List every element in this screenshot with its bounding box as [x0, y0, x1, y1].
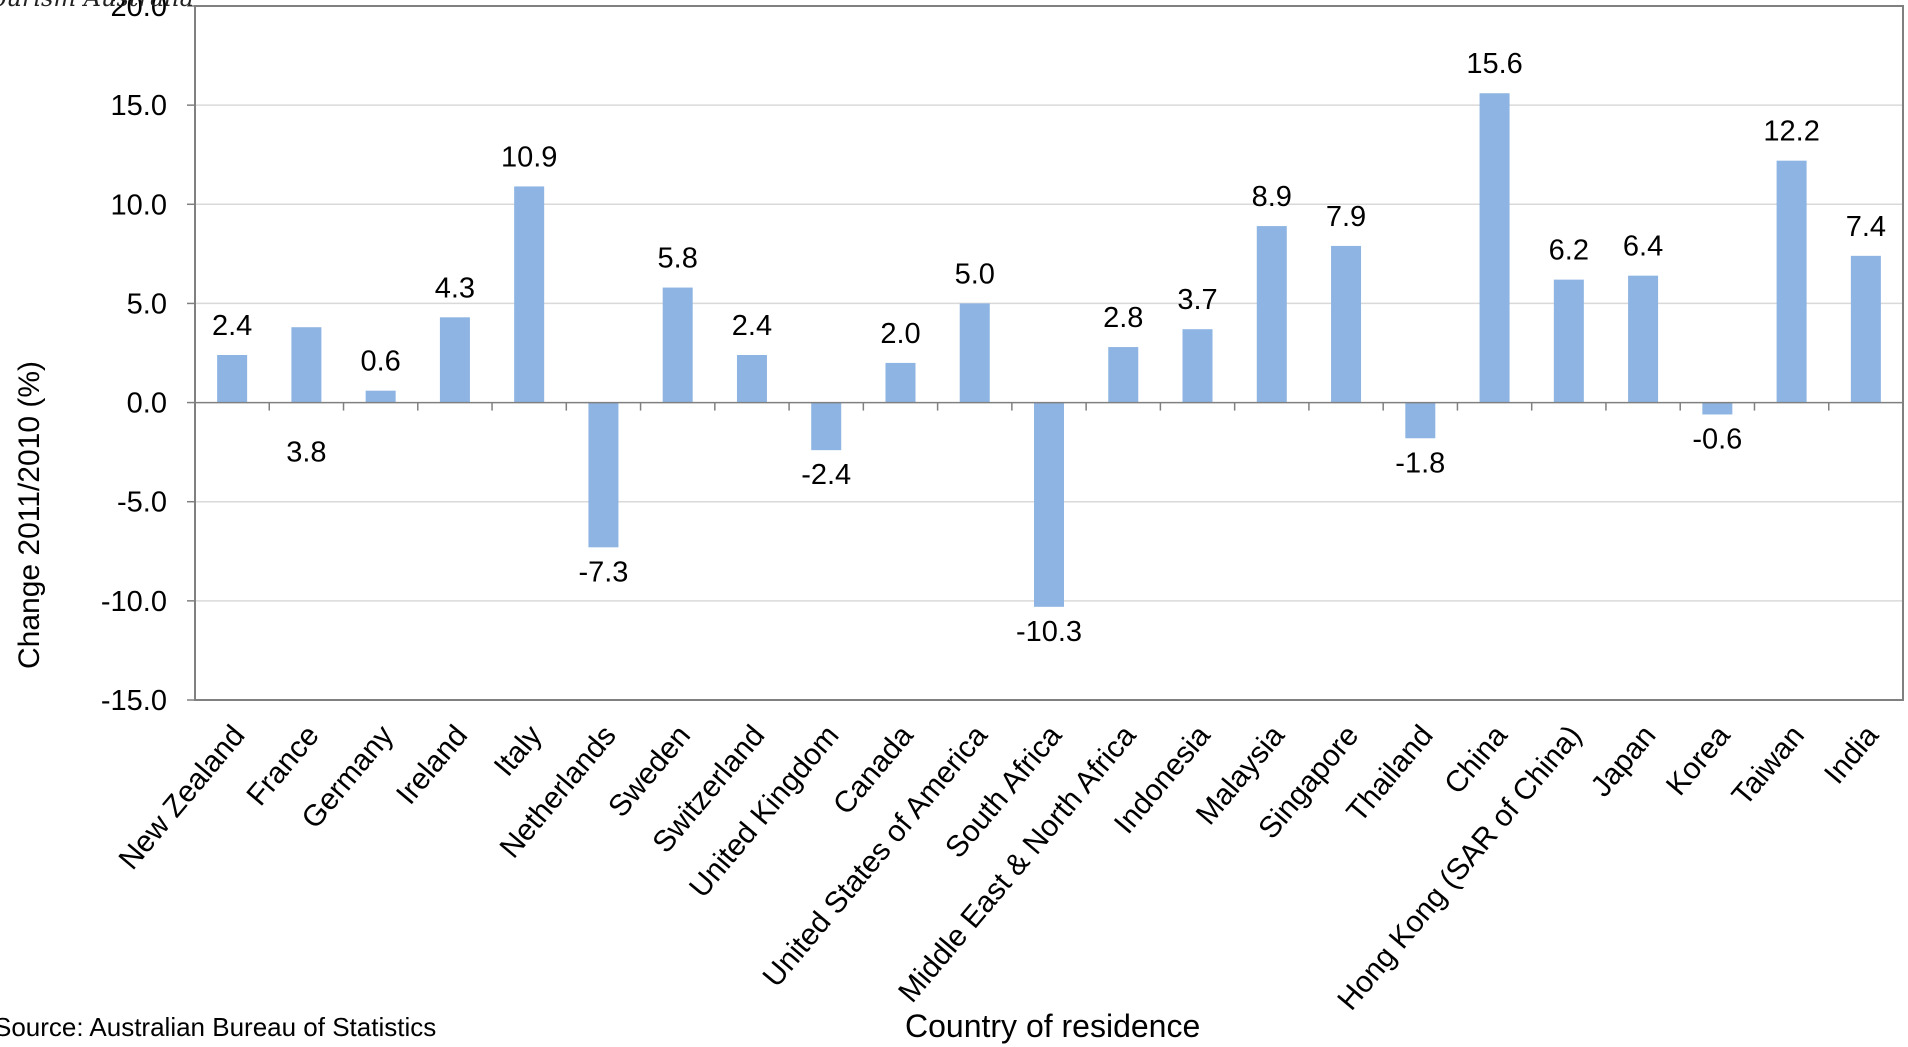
- bar: [1331, 245, 1362, 403]
- data-label: -7.3: [578, 556, 628, 588]
- bar: [959, 303, 990, 403]
- data-label: -10.3: [1016, 616, 1082, 648]
- data-label: 4.3: [435, 272, 475, 304]
- bar: [439, 317, 470, 403]
- data-label: -1.8: [1395, 447, 1445, 479]
- bar: [1479, 93, 1510, 403]
- y-tick-label: -15.0: [101, 685, 167, 717]
- bar: [1405, 402, 1436, 439]
- x-category-label: Ireland: [390, 719, 474, 810]
- bar: [1776, 160, 1807, 403]
- bar: [662, 287, 693, 403]
- data-label: 5.8: [658, 243, 698, 275]
- data-label: 15.6: [1466, 48, 1522, 80]
- data-label: 12.2: [1763, 116, 1819, 148]
- y-axis-title: Change 2011/2010 (%): [13, 361, 46, 669]
- data-label: 5.0: [955, 258, 995, 290]
- bar: [1702, 402, 1733, 415]
- watermark-text: ourism Australia: [0, 0, 194, 12]
- y-tick-label: 20.0: [111, 0, 167, 23]
- data-label: 6.4: [1623, 231, 1663, 263]
- bar: [1850, 255, 1881, 403]
- data-label: 0.6: [360, 346, 400, 378]
- y-tick-label: 15.0: [111, 90, 167, 122]
- y-tick-label: 10.0: [111, 189, 167, 221]
- bar: [1034, 402, 1064, 607]
- y-tick-label: -10.0: [101, 586, 167, 618]
- y-tick-label: -5.0: [117, 487, 167, 519]
- bar: [1108, 347, 1139, 403]
- bar: [514, 186, 545, 403]
- bar: [1553, 279, 1584, 403]
- data-label: 2.8: [1103, 302, 1143, 334]
- bar: [736, 354, 767, 403]
- data-label: 3.8: [286, 437, 326, 469]
- x-category-label: Japan: [1585, 719, 1663, 803]
- data-label: -0.6: [1692, 423, 1742, 455]
- data-label: 7.9: [1326, 201, 1366, 233]
- data-label: 2.0: [880, 318, 920, 350]
- bar: [1628, 275, 1659, 403]
- data-label: 3.7: [1177, 284, 1217, 316]
- data-label: 7.4: [1846, 211, 1886, 243]
- data-label: 2.4: [212, 310, 252, 342]
- bar: [1256, 226, 1287, 403]
- bar: [217, 354, 248, 403]
- data-label: 6.2: [1549, 235, 1589, 267]
- y-tick-label: 5.0: [127, 288, 167, 320]
- x-category-label: Korea: [1660, 719, 1737, 802]
- data-label: 2.4: [732, 310, 772, 342]
- x-category-label: Italy: [488, 719, 549, 782]
- data-label: -2.4: [801, 459, 851, 491]
- x-axis-title: Country of residence: [905, 1008, 1201, 1044]
- x-category-label: India: [1818, 719, 1885, 790]
- source-note: Source: Australian Bureau of Statistics: [0, 1012, 437, 1042]
- bar: [885, 362, 916, 403]
- bar: [365, 390, 396, 403]
- x-category-label: New Zealand: [113, 719, 252, 876]
- y-tick-label: 0.0: [127, 388, 167, 420]
- x-category-label: China: [1438, 719, 1514, 800]
- x-category-label: Taiwan: [1726, 719, 1811, 812]
- bar: [588, 402, 619, 548]
- bar: [291, 327, 322, 403]
- data-label: 8.9: [1252, 181, 1292, 213]
- data-label: 10.9: [501, 141, 557, 173]
- bar: [1182, 329, 1213, 403]
- bar: [811, 402, 842, 451]
- plot-frame: [194, 5, 1904, 701]
